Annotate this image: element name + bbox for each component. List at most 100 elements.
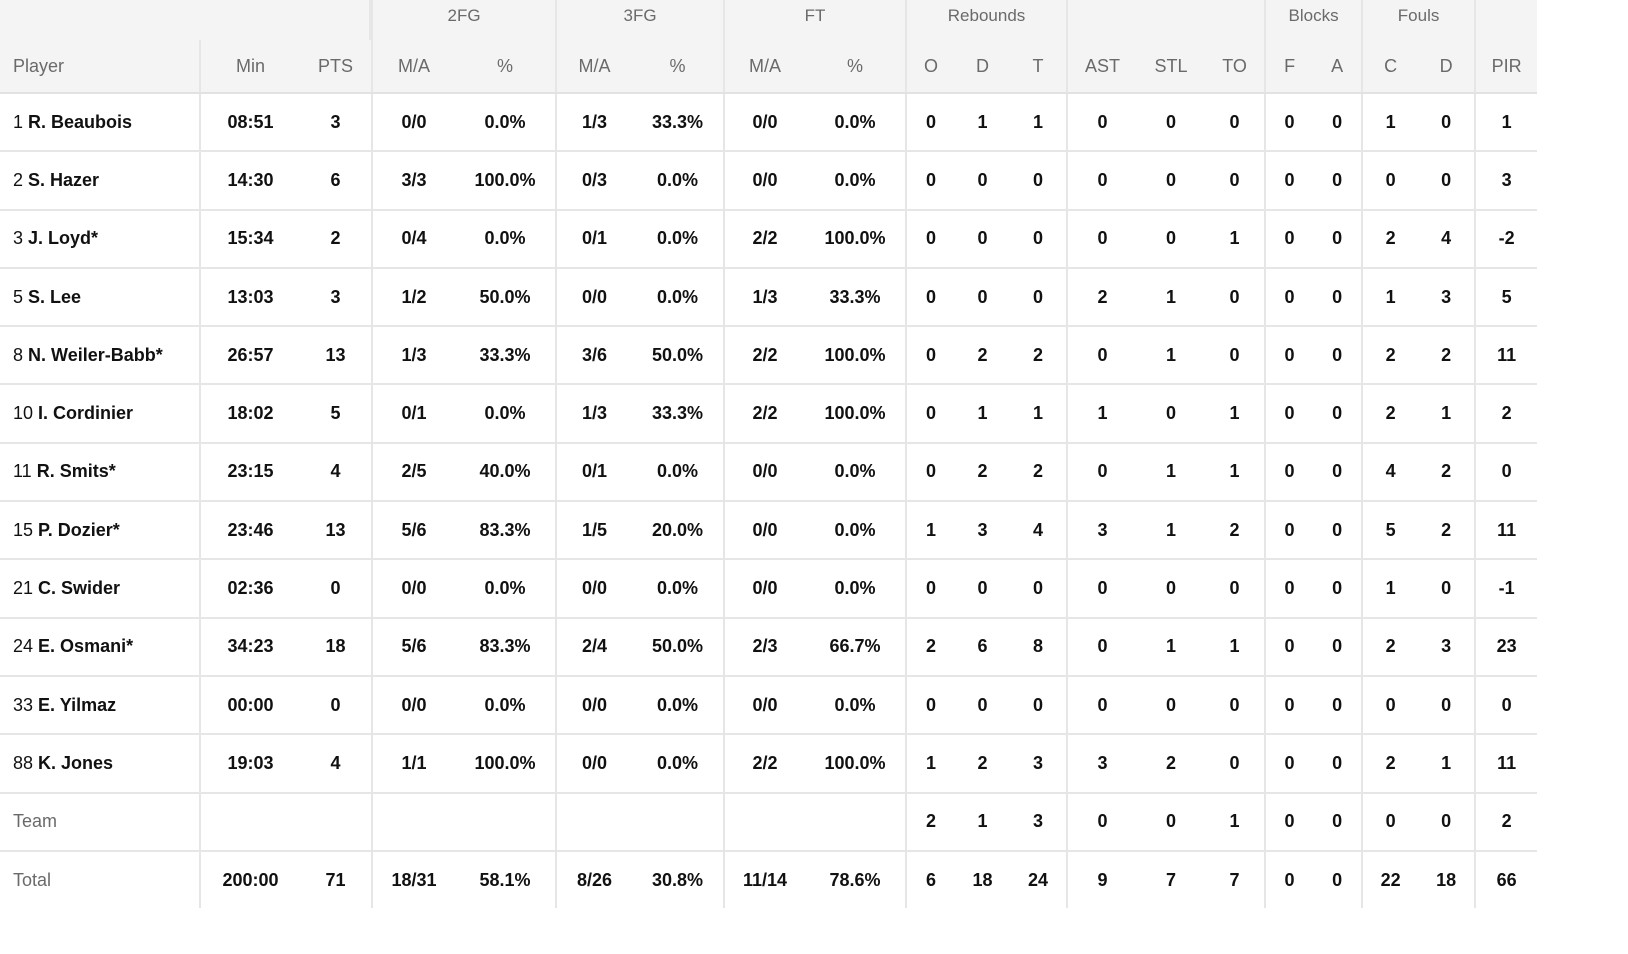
player-name[interactable]: P. Dozier*: [38, 519, 120, 540]
column-header-8[interactable]: %: [805, 40, 907, 94]
stat-cell-f: 0: [1264, 326, 1314, 386]
stat-cell-to: 1: [1205, 792, 1266, 852]
stat-cell-to: 1: [1205, 617, 1266, 677]
stat-cell-ma: 0/1: [555, 442, 633, 503]
player-cell[interactable]: 21 C. Swider: [0, 559, 200, 619]
column-header-0[interactable]: Player: [0, 40, 200, 94]
stat-cell-t: 24: [1028, 869, 1049, 890]
player-name[interactable]: E. Yilmaz: [38, 694, 117, 715]
player-cell[interactable]: 11 R. Smits*: [0, 442, 200, 503]
player-cell[interactable]: 33 E. Yilmaz: [0, 675, 200, 736]
column-header-16[interactable]: A: [1313, 40, 1363, 94]
column-header-13[interactable]: STL: [1137, 40, 1206, 94]
player-name[interactable]: R. Smits*: [36, 461, 116, 482]
player-row: 1 R. Beaubois 08:51 3 0/0 0.0% 1/3 33.3% 0/0 0.0…: [0, 93, 1538, 153]
stat-cell-: 50.0%: [632, 326, 725, 386]
player-number: 88: [13, 752, 34, 773]
player-name[interactable]: J. Loyd*: [28, 228, 99, 249]
column-header-4[interactable]: %: [455, 40, 557, 94]
player-cell[interactable]: 88 K. Jones: [0, 734, 200, 794]
player-cell[interactable]: 2 S. Hazer: [0, 151, 200, 211]
player-name[interactable]: R. Beaubois: [28, 111, 133, 132]
column-header-1[interactable]: Min: [199, 40, 300, 94]
column-header-7[interactable]: M/A: [723, 40, 806, 94]
stat-cell-c: 0: [1361, 151, 1419, 211]
stat-cell-ma: [371, 792, 456, 852]
player-row: 5 S. Lee 13:03 3 1/2 50.0% 0/0 0.0% 1/3 33.3% 0 0 0…: [0, 267, 1538, 328]
column-header-18[interactable]: D: [1418, 40, 1476, 94]
stat-cell-a: 0: [1313, 792, 1363, 852]
stat-cell-f: 0: [1264, 442, 1314, 503]
player-name[interactable]: S. Hazer: [28, 169, 100, 190]
stat-cell-c: 0: [1361, 792, 1419, 852]
stat-cell-c: 0: [1361, 675, 1419, 736]
stat-cell-stl: 1: [1137, 267, 1206, 328]
stat-cell-ma: 5/6: [371, 617, 456, 677]
stat-cell-a: 0: [1313, 734, 1363, 794]
stat-cell-ma: 18/31: [371, 850, 456, 909]
stat-cell-pir: 3: [1474, 151, 1538, 211]
player-cell[interactable]: 5 S. Lee: [0, 267, 200, 328]
player-cell[interactable]: 10 I. Cordinier: [0, 384, 200, 444]
column-header-17[interactable]: C: [1361, 40, 1419, 94]
stat-cell-f: 0: [1264, 675, 1314, 736]
player-cell[interactable]: 3 J. Loyd*: [0, 209, 200, 269]
stat-cell-ma: 2/2: [723, 384, 806, 444]
stat-cell-pir: 2: [1474, 384, 1538, 444]
column-header-3[interactable]: M/A: [371, 40, 456, 94]
player-name[interactable]: N. Weiler-Babb*: [28, 344, 163, 365]
stat-cell-d: 1: [955, 792, 1011, 852]
column-header-9[interactable]: O: [905, 40, 956, 94]
stat-cell-ma: 5/6: [371, 501, 456, 561]
stat-cell-ma: 2/4: [555, 617, 633, 677]
stat-cell-ma: 1/1: [371, 734, 456, 794]
stat-cell-ast: 0: [1066, 151, 1138, 211]
column-header-12[interactable]: AST: [1066, 40, 1138, 94]
stat-cell-ma: 11/14: [723, 850, 806, 909]
player-cell[interactable]: 15 P. Dozier*: [0, 501, 200, 561]
player-number: 3: [13, 228, 24, 249]
column-header-19[interactable]: PIR: [1474, 40, 1538, 94]
stat-cell-o: 1: [905, 501, 956, 561]
player-name[interactable]: C. Swider: [38, 578, 121, 599]
stat-cell-c: 1: [1361, 267, 1419, 328]
stat-cell-ma: 1/3: [555, 93, 633, 153]
stat-cell-: [632, 792, 725, 852]
stat-cell-: 0.0%: [455, 675, 557, 736]
stat-cell-pts: 5: [300, 384, 373, 444]
stat-cell-a: 0: [1332, 869, 1343, 890]
player-number: 5: [13, 286, 24, 307]
stat-cell-ma: 0/1: [371, 384, 456, 444]
player-cell[interactable]: 8 N. Weiler-Babb*: [0, 326, 200, 386]
column-header-15[interactable]: F: [1264, 40, 1314, 94]
stat-cell-ma: 0/0: [555, 675, 633, 736]
player-name[interactable]: E. Osmani*: [38, 636, 134, 657]
stat-cell-pts: 13: [300, 501, 373, 561]
stat-cell-min: 26:57: [199, 326, 300, 386]
stat-cell-ma: 1/3: [371, 326, 456, 386]
player-name[interactable]: S. Lee: [28, 286, 82, 307]
group-blank: [0, 0, 373, 40]
player-name[interactable]: I. Cordinier: [38, 403, 134, 424]
stat-cell-d: 2: [1418, 501, 1476, 561]
stat-cell-pts: 3: [300, 93, 373, 153]
column-header-2[interactable]: PTS: [300, 40, 373, 94]
player-cell[interactable]: 1 R. Beaubois: [0, 93, 200, 153]
column-header-6[interactable]: %: [632, 40, 725, 94]
column-header-14[interactable]: TO: [1205, 40, 1266, 94]
stat-cell-ma: [723, 792, 806, 852]
player-name[interactable]: K. Jones: [38, 752, 114, 773]
column-header-5[interactable]: M/A: [555, 40, 633, 94]
stat-cell-t: 8: [1010, 617, 1068, 677]
column-header-10[interactable]: D: [955, 40, 1011, 94]
stat-cell-stl: 0: [1137, 209, 1206, 269]
stat-cell-pir: 2: [1474, 792, 1538, 852]
group-rebounds: Rebounds: [905, 0, 1068, 40]
player-cell[interactable]: 24 E. Osmani*: [0, 617, 200, 677]
column-header-11[interactable]: T: [1010, 40, 1068, 94]
stat-cell-: 0.0%: [632, 267, 725, 328]
stat-cell-t: 3: [1010, 734, 1068, 794]
stat-cell-ast: 0: [1066, 675, 1138, 736]
player-row: 2 S. Hazer 14:30 6 3/3 100.0% 0/3 0.0% 0/0 0.0% 0…: [0, 151, 1538, 211]
player-row: 8 N. Weiler-Babb* 26:57 13 1/3 33.3% 3/6 50.0%…: [0, 326, 1538, 386]
